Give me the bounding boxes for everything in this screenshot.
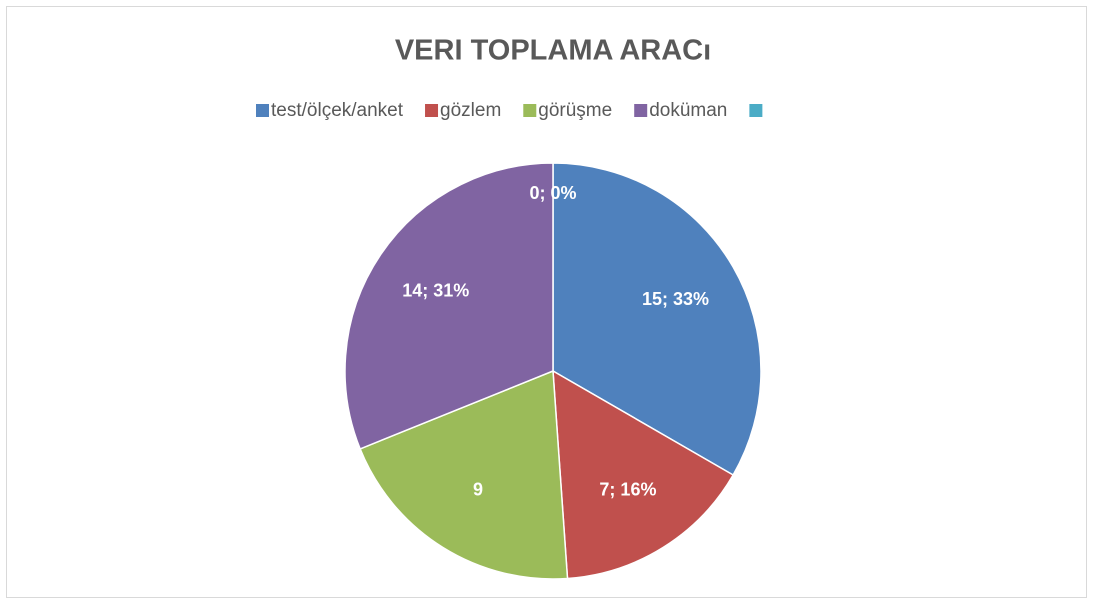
pie-slice <box>359 369 569 580</box>
pie-slice <box>552 369 735 580</box>
legend-swatch <box>749 104 763 117</box>
data-label: 9 <box>473 480 483 500</box>
data-label: 7; 16% <box>599 480 656 500</box>
legend-label: görüşme <box>538 100 612 121</box>
legend-label: doküman <box>649 100 727 121</box>
legend-label: gözlem <box>440 100 501 121</box>
data-label: 0; 0% <box>529 183 576 203</box>
pie-slice <box>344 162 554 450</box>
legend-swatch <box>256 104 269 117</box>
legend-swatch <box>425 104 439 117</box>
legend-label: test/ölçek/anket <box>271 100 404 121</box>
data-label: 14; 31% <box>402 281 469 301</box>
legend-swatch <box>523 104 537 117</box>
data-label: 15; 33% <box>642 289 709 309</box>
chart-title: VERI TOPLAMA ARACı <box>395 35 711 67</box>
pie-slice <box>552 162 762 477</box>
legend-swatch <box>634 104 648 117</box>
